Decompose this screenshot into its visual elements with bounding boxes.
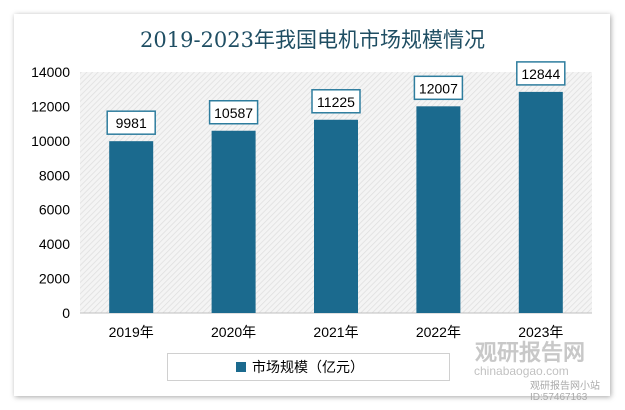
y-tick-label: 6000 (39, 202, 70, 218)
data-label: 11225 (317, 94, 355, 110)
bar (416, 106, 461, 313)
data-label: 12844 (521, 66, 560, 82)
legend: 市场规模（亿元） (167, 353, 450, 381)
legend-label: 市场规模（亿元） (252, 359, 364, 375)
y-tick-label: 10000 (31, 133, 70, 149)
data-label: 9981 (116, 115, 147, 131)
y-tick-label: 0 (62, 305, 70, 321)
x-tick-label: 2020年 (211, 324, 256, 340)
bar (109, 141, 154, 313)
data-label-box (413, 75, 464, 101)
watermark-brand: 观研报告网 (475, 340, 586, 365)
bar (211, 130, 256, 313)
x-tick-label: 2019年 (109, 324, 154, 340)
chart-title: 2019-2023年我国电机市场规模情况 (140, 28, 485, 52)
data-label-box (311, 89, 361, 114)
watermark-account: 观研报告网小站 ID:57467163 (530, 381, 600, 403)
data-label-box (516, 61, 566, 86)
x-tick-label: 2022年 (416, 324, 461, 340)
data-label: 10587 (214, 105, 253, 121)
y-tick-label: 2000 (39, 271, 70, 287)
bar (518, 91, 563, 313)
bar (314, 119, 358, 313)
data-label: 12007 (419, 80, 458, 96)
y-tick-label: 8000 (39, 167, 70, 183)
y-tick-label: 12000 (31, 98, 70, 114)
watermark-site: chinabaogao.com (474, 364, 569, 378)
data-label-box (106, 110, 156, 135)
x-tick-label: 2023年 (518, 324, 563, 340)
data-label-box (208, 100, 259, 125)
y-tick-label: 4000 (39, 236, 70, 252)
y-tick-label: 14000 (31, 64, 70, 80)
legend-swatch (236, 362, 246, 372)
x-tick-label: 2021年 (313, 324, 358, 340)
